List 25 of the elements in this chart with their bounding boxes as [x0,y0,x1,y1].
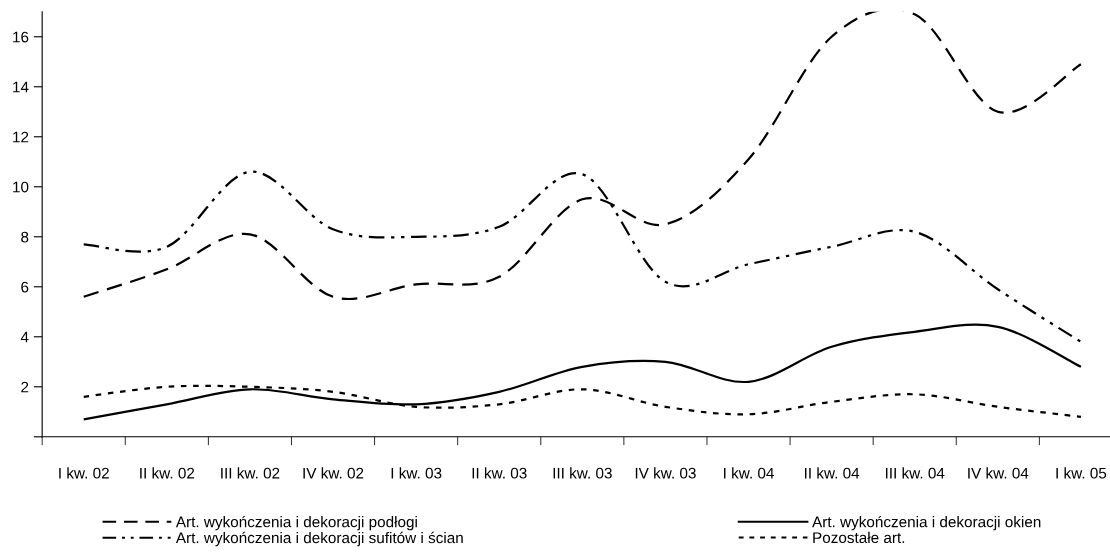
x-tick-label: II kw. 02 [140,467,195,479]
y-tick-label: 8 [21,231,29,243]
y-tick-label: 12 [13,131,29,143]
x-tick-label: I kw. 05 [1056,467,1107,479]
x-tick-label: I kw. 03 [391,467,442,479]
y-tick-label: 6 [21,281,29,293]
legend-label: Pozostałe art. [813,531,905,544]
x-tick-label: IV kw. 02 [303,467,364,479]
x-tick-label: II kw. 03 [472,467,527,479]
x-tick-label: III kw. 02 [221,467,280,479]
legend-label: Art. wykończenia i dekoracji sufitów i ścian [175,531,463,547]
x-tick-label: IV kw. 04 [968,467,1029,479]
y-tick-label: 2 [21,381,29,393]
y-tick-label: 14 [13,81,29,93]
x-tick-label: IV kw. 03 [635,467,696,479]
y-tick-label: 4 [20,331,29,343]
legend-label: Art. wykończenia i dekoracji okien [812,515,1041,531]
x-tick-label: I kw. 04 [724,467,774,479]
x-tick-label: II kw. 04 [805,467,860,479]
y-tick-label: 10 [13,181,29,193]
y-tick-label: 16 [13,31,29,43]
legend-label: Art. wykończenia i dekoracji podłogi [175,515,417,531]
x-tick-label: III kw. 04 [885,467,945,479]
x-tick-label: I kw. 02 [59,467,109,479]
x-tick-label: III kw. 03 [553,467,612,479]
